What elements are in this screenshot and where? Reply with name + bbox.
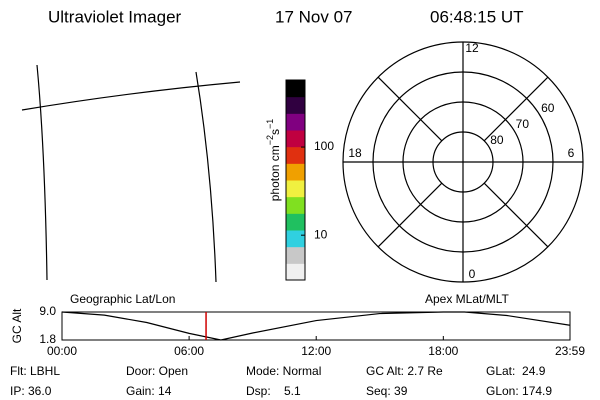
colorbar-tick-label: 100: [314, 139, 334, 153]
unit-exp: −1: [265, 119, 275, 129]
info-field: GLat: 24.9: [486, 364, 546, 378]
time: 06:48:15 UT: [430, 7, 524, 26]
colorbar-cell: [286, 96, 305, 114]
mlt-label: 6: [568, 146, 575, 160]
mlt-label: 18: [348, 146, 362, 160]
title: Ultraviolet Imager: [48, 7, 182, 26]
unit-exp: −2: [265, 135, 275, 145]
polar-spoke: [483, 76, 549, 142]
info-field: Dsp: 5.1: [246, 384, 301, 398]
polar-spoke: [377, 76, 443, 142]
mlt-label: 0: [469, 267, 476, 281]
unit-base: photon cm: [268, 145, 282, 201]
colorbar-frame: [285, 79, 306, 281]
ring-label: 60: [541, 101, 555, 115]
colorbar-cell: [286, 246, 305, 264]
info-field: IP: 36.0: [10, 384, 52, 398]
lon-line: [36, 64, 48, 281]
colorbar-cell: [286, 80, 305, 98]
info-field: Gain: 14: [126, 384, 172, 398]
polar-ring: [372, 71, 554, 253]
colorbar-cell: [286, 130, 305, 148]
altitude-curve: [61, 311, 571, 341]
x-tick-label: 00:00: [47, 344, 77, 358]
geo-grid: [21, 64, 241, 283]
colorbar-cell: [286, 263, 305, 281]
lat-line: [21, 81, 241, 111]
info-field: GC Alt: 2.7 Re: [366, 364, 443, 378]
x-tick-label: 18:00: [428, 344, 458, 358]
y-axis-label: GC Alt: [10, 308, 24, 343]
polar-spoke: [483, 182, 549, 248]
colorbar-cell: [286, 146, 305, 164]
colorbar-cell: [286, 180, 305, 198]
ring-label: 80: [490, 133, 504, 147]
colorbar-cell: [286, 213, 305, 231]
ring-label: 70: [516, 117, 530, 131]
info-field: Flt: LBHL: [10, 364, 60, 378]
polar-ring: [402, 101, 524, 223]
colorbar-cell: [286, 230, 305, 248]
colorbar-cell: [286, 113, 305, 131]
polar-ring: [432, 131, 494, 193]
info-field: Seq: 39: [366, 384, 408, 398]
info-field: Door: Open: [126, 364, 188, 378]
colorbar-cell: [286, 163, 305, 181]
date: 17 Nov 07: [275, 7, 353, 26]
geo-label: Geographic Lat/Lon: [70, 292, 175, 306]
apex-label: Apex MLat/MLT: [425, 292, 509, 306]
x-tick-label: 23:59: [555, 344, 585, 358]
colorbar-cell: [286, 196, 305, 214]
y-tick-label: 9.0: [39, 304, 56, 318]
colorbar-label: photon cm−2s−1: [265, 119, 282, 202]
x-tick-label: 12:00: [301, 344, 331, 358]
x-tick-label: 06:00: [174, 344, 204, 358]
colorbar-tick-label: 10: [314, 227, 328, 241]
lon-line: [195, 71, 217, 283]
y-tick-label: 1.8: [39, 332, 56, 346]
unit-mid: s: [268, 129, 282, 135]
mlt-label: 12: [465, 41, 479, 55]
timeline-frame: [61, 311, 571, 341]
polar-spoke: [377, 182, 443, 248]
info-field: Mode: Normal: [246, 364, 321, 378]
info-field: GLon: 174.9: [486, 384, 552, 398]
